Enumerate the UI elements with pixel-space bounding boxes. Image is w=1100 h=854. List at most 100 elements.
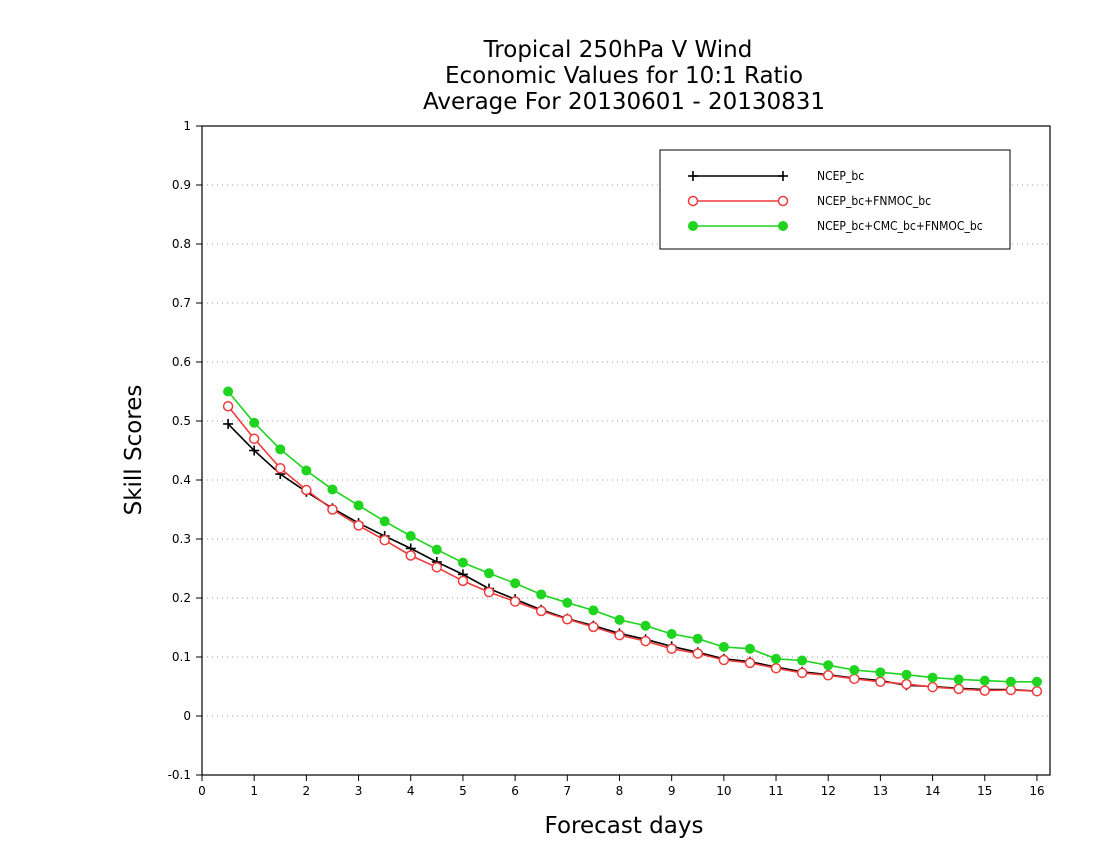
x-tick-label: 15 [977, 784, 992, 798]
series-line [227, 405, 1038, 692]
x-tick-label: 14 [925, 784, 940, 798]
x-tick-label: 12 [821, 784, 836, 798]
data-point [953, 674, 964, 685]
legend-marker [778, 171, 788, 181]
data-point [327, 504, 338, 515]
title-line-3: Average For 20130601 - 20130831 [423, 89, 825, 115]
data-point [405, 550, 416, 561]
x-tick-label: 3 [355, 784, 363, 798]
data-point [405, 531, 416, 542]
data-point [744, 657, 756, 669]
data-point [640, 635, 651, 647]
y-axis: -0.1 0 0.1 0.2 0.3 0.4 0.5 0.6 0.7 0.8 0.9 1 [168, 119, 202, 782]
x-tick-label: 9 [668, 784, 676, 798]
legend-label: NCEP_bc [817, 169, 864, 183]
x-tick-label: 4 [407, 784, 415, 798]
data-point [718, 641, 729, 652]
data-point [510, 578, 521, 589]
data-point [640, 620, 651, 631]
data-point [327, 484, 338, 495]
x-tick-label: 1 [250, 784, 258, 798]
y-tick-label: 0.3 [172, 532, 191, 546]
data-point [823, 660, 834, 671]
data-point [431, 562, 443, 573]
series-2 [222, 401, 1043, 697]
x-axis-title: Forecast days [545, 813, 704, 839]
data-point [379, 516, 390, 527]
data-point [901, 678, 912, 690]
data-point [822, 670, 834, 681]
x-tick-label: 6 [511, 784, 519, 798]
data-point [901, 669, 912, 680]
x-tick-label: 5 [459, 784, 467, 798]
y-tick-label: 0.6 [172, 355, 191, 369]
data-point [562, 613, 573, 625]
data-point [927, 681, 938, 693]
data-point [692, 648, 704, 659]
legend-marker [688, 171, 698, 181]
data-point [248, 433, 260, 444]
y-tick-label: 0.4 [172, 473, 191, 487]
data-point [222, 401, 234, 412]
data-point [849, 664, 860, 675]
legend-entry: NCEP_bc+CMC_bc+FNMOC_bc [688, 219, 983, 233]
data-point [562, 597, 573, 608]
y-tick-label: 0.8 [172, 237, 191, 251]
series-3 [223, 386, 1042, 687]
data-point [614, 614, 625, 625]
chart-title: Tropical 250hPa V Wind Economic Values f… [423, 37, 825, 115]
data-point [771, 653, 782, 664]
data-point [927, 672, 938, 683]
y-tick-label: 0.5 [172, 414, 191, 428]
data-point [249, 417, 260, 428]
data-point [718, 654, 730, 666]
data-point [484, 568, 495, 579]
legend-label: NCEP_bc+FNMOC_bc [817, 194, 931, 208]
data-point [875, 676, 886, 688]
plot-area-frame [201, 125, 1051, 776]
data-point [431, 544, 442, 555]
legend-marker [778, 221, 788, 231]
data-point [588, 605, 599, 616]
x-tick-label: 13 [873, 784, 888, 798]
data-point [979, 685, 991, 696]
data-point [849, 673, 860, 685]
data-point [536, 589, 547, 600]
data-point [588, 621, 599, 633]
x-tick-label: 0 [198, 784, 206, 798]
data-point [692, 633, 703, 644]
series-line [227, 423, 1038, 692]
legend-marker [688, 221, 698, 231]
data-point [797, 655, 808, 666]
legend-marker [777, 195, 789, 207]
x-tick-label: 11 [768, 784, 783, 798]
y-tick-label: 0.1 [172, 650, 191, 664]
data-point [223, 418, 234, 429]
x-tick-label: 8 [616, 784, 624, 798]
data-point [301, 465, 312, 476]
data-point [875, 667, 886, 678]
data-point [379, 534, 390, 546]
legend: NCEP_bc NCEP_bc+FNMOC_bc NCEP_bc+CMC_bc+FN… [659, 149, 1011, 250]
data-point [1031, 685, 1043, 697]
data-point [275, 462, 286, 474]
y-axis-title: Skill Scores [121, 385, 147, 516]
legend-marker [687, 195, 699, 207]
data-point [666, 628, 677, 639]
data-point [1031, 676, 1042, 687]
data-point [275, 444, 286, 455]
legend-box [659, 149, 1011, 250]
data-point [614, 629, 625, 641]
y-tick-label: 0.2 [172, 591, 191, 605]
y-tick-label: 0 [183, 709, 191, 723]
y-tick-label: 1 [183, 119, 191, 133]
x-tick-label: 2 [303, 784, 311, 798]
data-point [457, 575, 469, 587]
data-point [744, 643, 755, 654]
data-point [1005, 676, 1016, 687]
x-tick-label: 10 [716, 784, 731, 798]
data-point [666, 643, 677, 654]
data-point [979, 675, 990, 686]
